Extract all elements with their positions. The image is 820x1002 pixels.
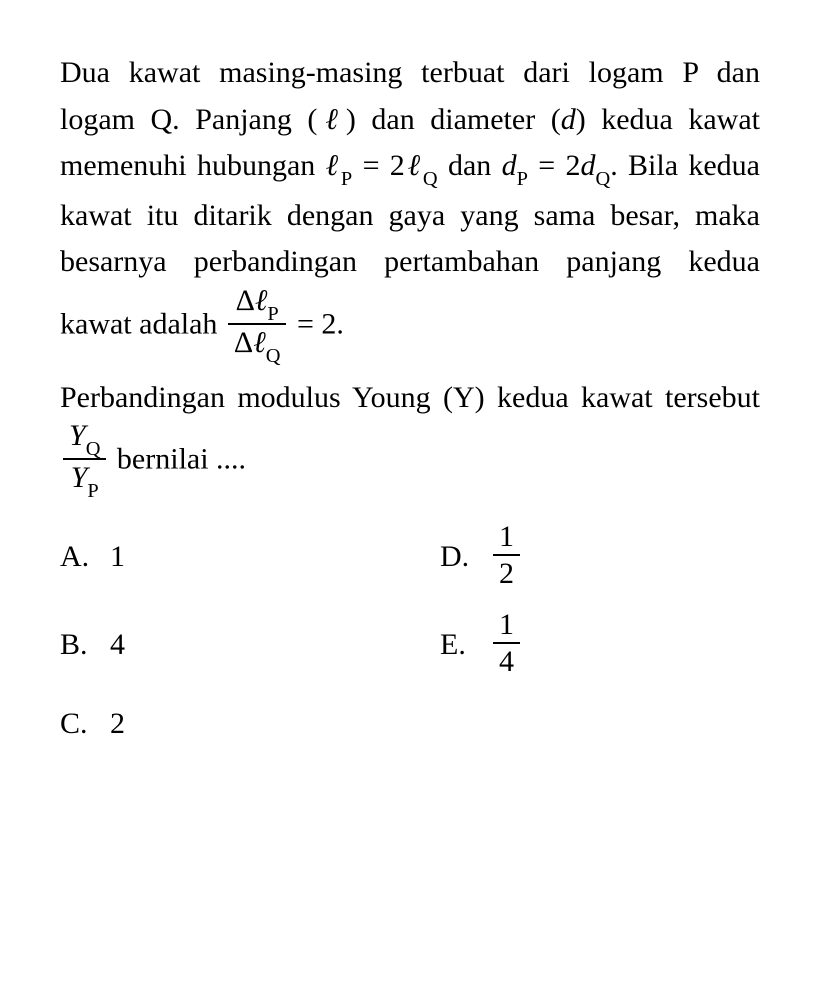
frac-den-e: 4 bbox=[493, 644, 520, 678]
frac-denominator: YP bbox=[63, 460, 106, 499]
frac-num-d: 1 bbox=[493, 520, 520, 556]
fraction-d: 1 2 bbox=[493, 520, 520, 590]
answer-e[interactable]: E. 1 4 bbox=[440, 610, 523, 680]
d-symbol: d bbox=[561, 103, 576, 136]
text-segment: Perbandingan modulus Young (Y) kedua kaw… bbox=[60, 381, 760, 414]
frac-denominator: ΔℓQ bbox=[228, 325, 287, 364]
question-paragraph-2: Perbandingan modulus Young (Y) kedua kaw… bbox=[60, 375, 760, 502]
sub-q: Q bbox=[423, 168, 438, 190]
y-sym: Y bbox=[69, 419, 86, 452]
answer-label-a: A. bbox=[60, 534, 110, 581]
answer-value-a: 1 bbox=[110, 534, 125, 581]
delta-sym: Δ bbox=[236, 284, 255, 317]
sub-q2: Q bbox=[596, 168, 611, 190]
answer-label-c: C. bbox=[60, 701, 110, 748]
answer-value-b: 4 bbox=[110, 622, 125, 669]
answer-label-d: D. bbox=[440, 534, 490, 581]
sub-p: P bbox=[341, 168, 352, 190]
text-segment: ) dan diameter ( bbox=[346, 103, 561, 136]
d-p: d bbox=[502, 149, 517, 182]
ell-sym2: ℓ bbox=[253, 326, 266, 359]
sub-q3: Q bbox=[266, 345, 281, 367]
answer-row-2: B. 4 E. 1 4 bbox=[60, 610, 760, 680]
answer-choices: A. 1 D. 1 2 B. 4 E. bbox=[60, 522, 760, 750]
ell-sym: ℓ bbox=[255, 284, 268, 317]
answer-c[interactable]: C. 2 bbox=[60, 698, 440, 750]
answer-d[interactable]: D. 1 2 bbox=[440, 522, 523, 592]
ell-symbol: ℓ bbox=[317, 103, 346, 136]
sub-q4: Q bbox=[86, 438, 101, 460]
fraction-delta-ell: ΔℓPΔℓQ bbox=[228, 284, 287, 365]
frac-numerator: ΔℓP bbox=[228, 284, 287, 325]
frac-den-d: 2 bbox=[493, 556, 520, 590]
question-content: Dua kawat masing-masing terbuat dari log… bbox=[60, 50, 760, 750]
question-paragraph-1: Dua kawat masing-masing terbuat dari log… bbox=[60, 50, 760, 367]
sub-p2: P bbox=[517, 168, 528, 190]
frac-num-e: 1 bbox=[493, 608, 520, 644]
equals-2: = 2 bbox=[352, 149, 405, 182]
text-segment: bernilai .... bbox=[109, 442, 246, 475]
answer-value-d: 1 2 bbox=[490, 522, 523, 592]
delta-sym2: Δ bbox=[234, 326, 253, 359]
frac-numerator: YQ bbox=[63, 419, 106, 460]
sub-p4: P bbox=[87, 480, 98, 502]
equals-2b: = 2 bbox=[528, 149, 581, 182]
fraction-e: 1 4 bbox=[493, 608, 520, 678]
answer-a[interactable]: A. 1 bbox=[60, 531, 440, 583]
ell-q: ℓ bbox=[405, 149, 423, 182]
y-sym2: Y bbox=[71, 461, 88, 494]
sub-p3: P bbox=[267, 303, 278, 325]
answer-value-e: 1 4 bbox=[490, 610, 523, 680]
fraction-y: YQYP bbox=[63, 419, 106, 500]
d-q: d bbox=[581, 149, 596, 182]
dan-text: dan bbox=[438, 149, 502, 182]
answer-value-c: 2 bbox=[110, 701, 125, 748]
answer-label-e: E. bbox=[440, 622, 490, 669]
ell-p: ℓ bbox=[326, 149, 341, 182]
answer-label-b: B. bbox=[60, 622, 110, 669]
answer-row-1: A. 1 D. 1 2 bbox=[60, 522, 760, 592]
equals-2c: = 2. bbox=[289, 307, 343, 340]
answer-b[interactable]: B. 4 bbox=[60, 619, 440, 671]
answer-row-3: C. 2 bbox=[60, 698, 760, 750]
